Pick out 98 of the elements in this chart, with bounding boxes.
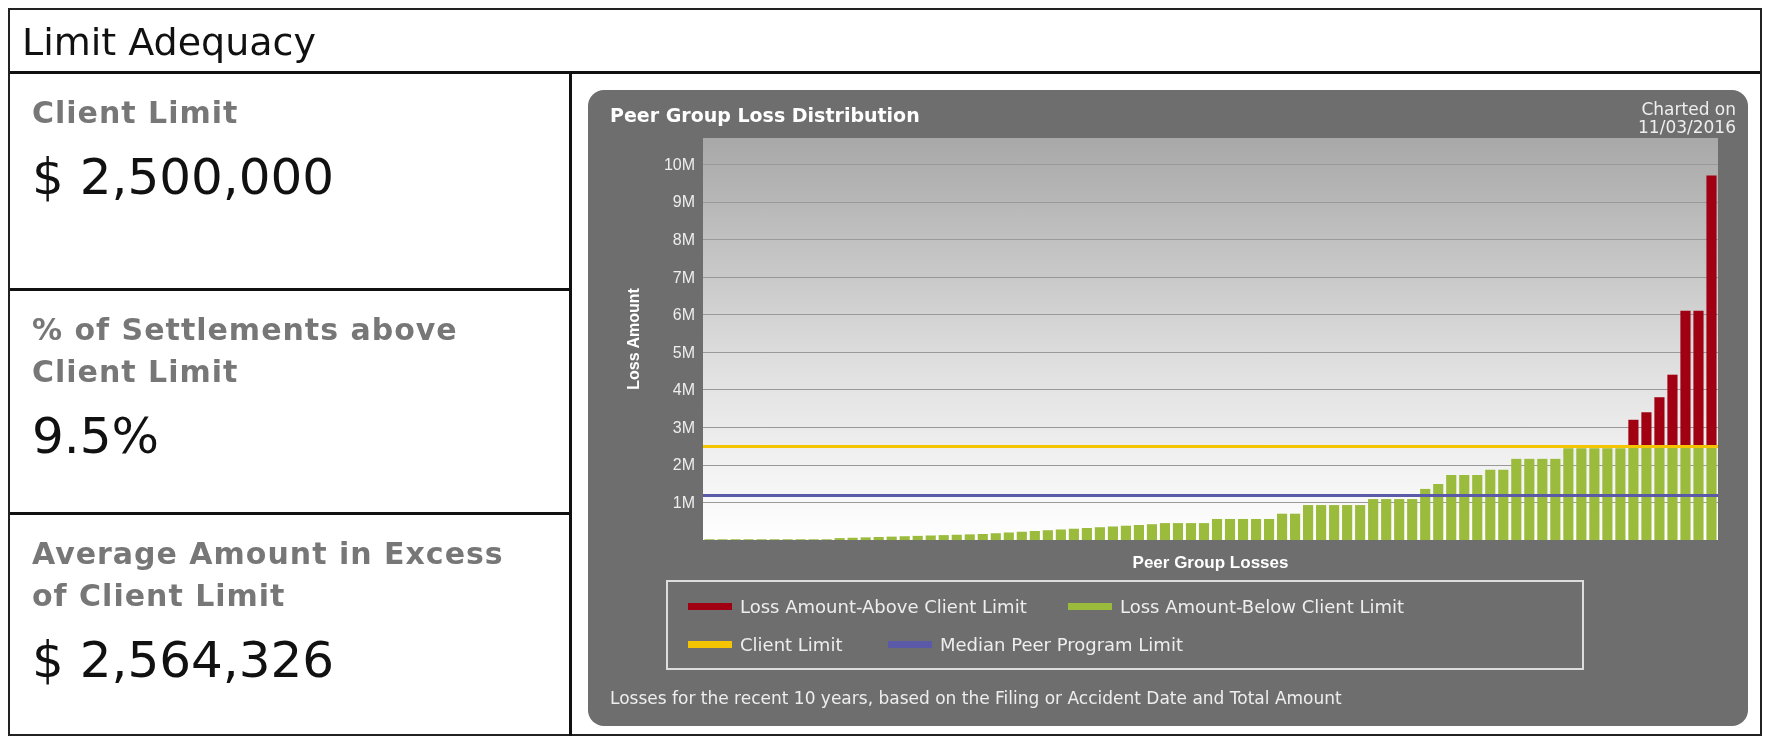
bar [1420,488,1431,540]
text: Client Limit [32,94,240,132]
y-axis-title: Loss Amount [624,287,642,390]
bar [1120,525,1131,540]
text: Average Amount in Excess of Client Limit [32,535,505,615]
y-tick-label: 7M [672,268,695,286]
legend-label: Median Peer Program Limit [940,634,1183,655]
bar [1211,518,1223,540]
bar [1628,419,1639,447]
bar [1667,446,1678,540]
bar [1589,448,1600,540]
bar [1706,446,1717,540]
bar [873,536,884,540]
bar [1316,505,1327,540]
bar [1654,446,1665,540]
bar [1355,505,1366,540]
bar [1706,175,1717,447]
bar [1680,310,1691,447]
bar [1693,446,1704,540]
bar [1407,499,1418,540]
bar [1237,518,1249,540]
bar [1511,458,1522,540]
bar [1472,475,1483,540]
y-tick-label: 4M [672,381,695,399]
bar [938,535,949,540]
bar [1290,513,1301,540]
bar [1172,523,1184,540]
bar [1159,523,1171,540]
bar [1433,484,1444,540]
bar [1693,310,1704,447]
bar [1198,523,1210,540]
text: % of Settlements above Client Limit [32,311,459,391]
chart-subtitle: Charted on 11/03/2016 [1637,99,1736,137]
y-tick-label: 10M [663,155,695,173]
bar [1303,505,1314,540]
bar [1550,458,1561,540]
text: $ 2,564,326 [32,631,336,689]
text: Limit Adequacy [10,10,1760,74]
bar [1185,523,1197,540]
bar [1485,469,1496,540]
bar [1459,475,1470,540]
y-tick-label: 1M [672,493,695,511]
text: $ 2,500,000 [32,148,336,206]
bar [1641,446,1652,540]
legend-label: Loss Amount-Below Client Limit [1120,596,1405,617]
bar [1563,448,1574,540]
y-tick-label: 2M [672,456,695,474]
bar [1029,530,1040,540]
bar [1654,397,1665,447]
bar [1263,518,1275,540]
bar [1146,524,1158,540]
bar [1667,374,1678,447]
bar [1615,448,1626,540]
legend-label: Loss Amount-Above Client Limit [740,596,1027,617]
bar [1576,448,1587,540]
bar [1133,524,1144,540]
bar [1055,529,1066,540]
bar [1094,527,1105,540]
bar [912,535,923,540]
bar [1628,446,1639,540]
y-tick-label: 3M [672,418,695,436]
bar [1224,518,1236,540]
bar [1498,469,1509,540]
bar [860,537,871,540]
legend-label: Client Limit [740,634,843,655]
bar [1368,499,1379,540]
bar [951,534,962,540]
bar [1381,499,1392,540]
bar [1342,505,1353,540]
bar [1250,518,1262,540]
text: Losses for the recent 10 years, based on the Filing or Accident Date and Total Amount [610,688,1342,708]
bar [925,535,936,540]
bar [1394,499,1405,540]
y-tick-label: 8M [672,230,695,248]
bar [1081,527,1092,540]
y-tick-label: 9M [672,193,695,211]
bar [1003,532,1014,540]
bar [1602,448,1613,540]
chart-title: Peer Group Loss Distribution [610,104,920,126]
bar [1446,475,1457,540]
bar [1537,458,1548,540]
bar [990,533,1001,540]
y-tick-label: 5M [672,343,695,361]
bar [899,536,910,540]
bar [1641,412,1652,447]
bar [1068,528,1079,540]
bar [1016,531,1027,540]
text: 9.5% [32,407,161,465]
bar [1524,458,1535,540]
bar [1277,513,1288,540]
bar [1107,526,1118,540]
x-axis-title: Peer Group Losses [1132,553,1289,572]
bar [977,533,988,540]
bar [1042,530,1053,540]
y-tick-label: 6M [672,306,695,324]
bar [964,534,975,540]
bar [1329,505,1340,540]
bar [1680,446,1691,540]
